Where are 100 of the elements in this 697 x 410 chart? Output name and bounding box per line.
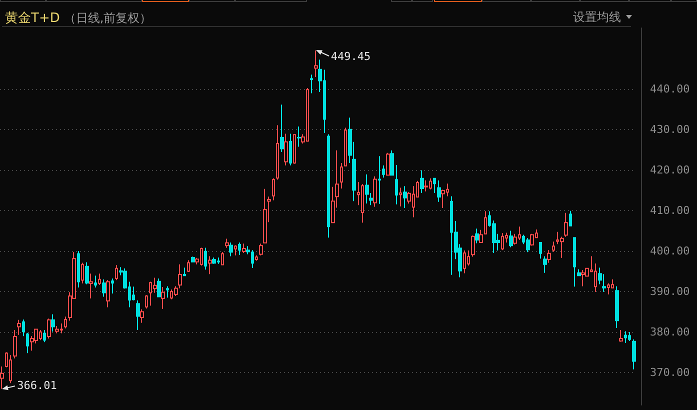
candlestick xyxy=(624,330,627,344)
candlestick xyxy=(43,330,46,343)
candlestick xyxy=(632,338,636,370)
candlestick xyxy=(420,170,424,194)
candlestick xyxy=(17,319,21,336)
candlestick xyxy=(543,256,547,274)
candlestick xyxy=(272,178,275,201)
candlestick xyxy=(382,164,385,178)
annotation: 366.01 xyxy=(17,379,57,392)
candlestick xyxy=(463,250,466,274)
candlestick xyxy=(94,275,97,288)
candlestick xyxy=(263,188,267,244)
candlestick xyxy=(297,126,301,148)
candlestick xyxy=(102,278,106,298)
candlestick xyxy=(221,252,224,266)
candlestick xyxy=(365,174,369,204)
candlestick xyxy=(255,254,258,262)
candlestick xyxy=(619,330,623,342)
candlestick xyxy=(310,74,313,94)
candlestick xyxy=(386,152,390,176)
candlestick xyxy=(628,332,631,342)
candlestick xyxy=(229,242,233,257)
candlestick xyxy=(547,250,551,264)
candlestick xyxy=(187,260,190,273)
candlestick xyxy=(51,314,55,332)
candlestick xyxy=(501,232,504,251)
candlestick xyxy=(560,236,564,258)
annotation: 449.45 xyxy=(330,50,371,63)
candlestick xyxy=(378,156,381,204)
candlestick xyxy=(111,278,114,294)
candlestick xyxy=(552,241,555,252)
candlestick xyxy=(471,235,475,258)
candlestick xyxy=(293,134,296,164)
candlestick xyxy=(344,127,347,167)
candlestick xyxy=(276,124,279,180)
candlestick xyxy=(424,180,428,192)
candlestick xyxy=(115,264,118,281)
candlestick xyxy=(0,366,4,390)
candlestick xyxy=(526,237,530,253)
candlestick xyxy=(280,104,284,153)
candlestick xyxy=(433,177,436,194)
candlestick xyxy=(145,294,148,310)
y-tick-label: 390.00 xyxy=(650,284,690,298)
candlestick xyxy=(569,210,572,227)
candlestick xyxy=(314,50,318,78)
candlestick xyxy=(204,247,207,270)
candlestick xyxy=(509,230,513,248)
candlestick xyxy=(399,187,402,207)
candlestick xyxy=(577,268,581,277)
chart-subtitle: （日线,前复权） xyxy=(64,11,152,25)
candlestick xyxy=(140,308,144,324)
candlestick xyxy=(81,262,84,284)
chart-title: 黄金T+D xyxy=(5,11,60,26)
candlestick xyxy=(89,273,93,299)
candlestick xyxy=(564,212,568,238)
candlestick xyxy=(234,244,237,256)
candlestick xyxy=(615,286,619,328)
candlestick xyxy=(225,238,229,248)
candlestick xyxy=(13,330,17,359)
y-tick-label: 430.00 xyxy=(650,122,690,136)
y-tick-label: 420.00 xyxy=(650,163,690,176)
candlestick xyxy=(284,133,288,166)
candlestick xyxy=(475,228,479,244)
candlestick xyxy=(327,134,330,238)
candlestick xyxy=(242,243,246,254)
candlestick xyxy=(208,256,212,275)
candlestick xyxy=(191,256,195,263)
candlestick xyxy=(403,186,407,208)
candlestick xyxy=(395,164,398,205)
candlestick xyxy=(581,270,585,287)
y-tick-label: 400.00 xyxy=(650,244,690,258)
candlestick xyxy=(161,286,165,310)
candlestick xyxy=(530,233,534,246)
candlestick xyxy=(166,286,169,298)
candlestick xyxy=(85,262,89,285)
candlestick xyxy=(437,180,441,202)
candlestick xyxy=(136,300,140,331)
candlestick xyxy=(573,236,576,288)
candlestick xyxy=(106,280,110,308)
text: 设置均线 xyxy=(573,9,621,25)
candlestick xyxy=(26,332,29,354)
y-tick-label: 380.00 xyxy=(650,326,690,339)
candlestick xyxy=(607,282,610,295)
candlestick xyxy=(238,242,241,256)
candlestick xyxy=(539,242,542,260)
y-tick-label: 410.00 xyxy=(650,204,690,217)
candlestick xyxy=(47,318,51,340)
candlestick xyxy=(183,267,186,277)
candlestick xyxy=(390,150,394,176)
candlestick xyxy=(212,256,216,264)
candlestick xyxy=(9,354,12,384)
candlestick xyxy=(361,184,364,224)
candlestick xyxy=(77,250,80,288)
candlestick xyxy=(64,316,67,329)
candlestick xyxy=(98,273,101,286)
candlestick xyxy=(22,318,25,337)
candlestick xyxy=(289,133,292,166)
candlestick xyxy=(373,176,377,208)
y-tick-label: 370.00 xyxy=(650,366,690,380)
candlestick xyxy=(55,325,59,334)
